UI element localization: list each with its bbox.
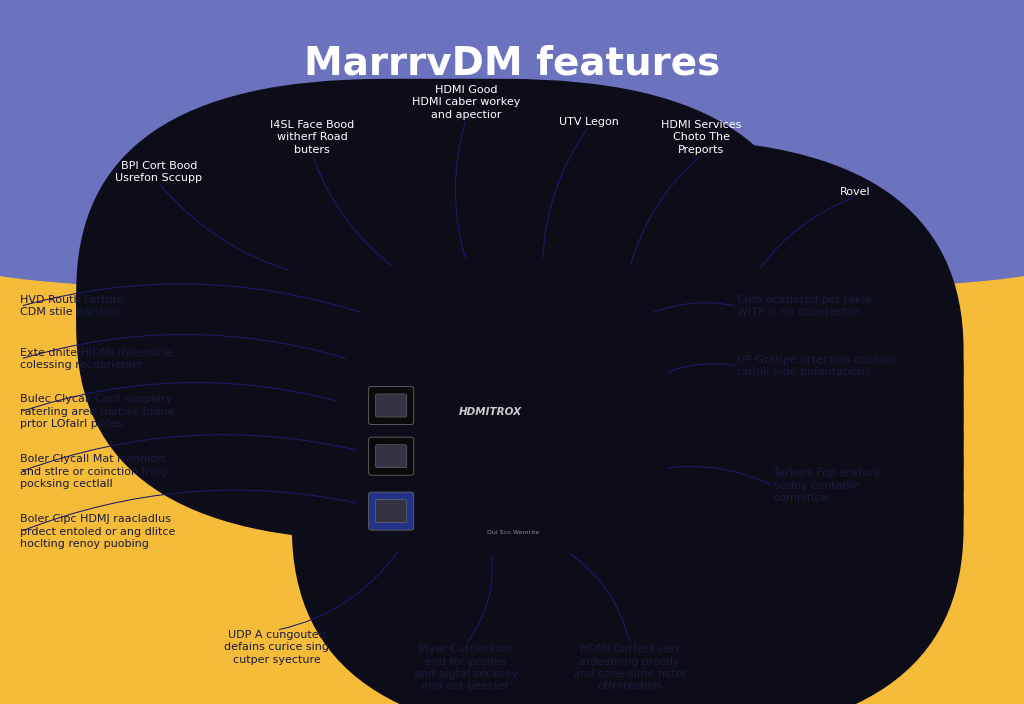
Text: Boler Cipc HDMJ raacladlus
prdect entoled or ang dlitce
hoclting renoy puobing: Boler Cipc HDMJ raacladlus prdect entole… (20, 514, 176, 549)
Polygon shape (364, 282, 660, 338)
FancyBboxPatch shape (341, 278, 964, 704)
Text: Boler Clycall Mat rrenniort
and stlre or coinction fring-
pocksing cectlall: Boler Clycall Mat rrenniort and stlre or… (20, 454, 172, 489)
FancyBboxPatch shape (341, 301, 964, 704)
FancyBboxPatch shape (186, 113, 813, 541)
Text: UDP A cungouted
defains curice sing
cutper syecture: UDP A cungouted defains curice sing cutp… (224, 630, 329, 665)
FancyBboxPatch shape (329, 139, 951, 577)
Text: UTV Legon: UTV Legon (559, 117, 618, 127)
FancyBboxPatch shape (341, 162, 964, 600)
Text: HDMI Services
Choto The
Preports: HDMI Services Choto The Preports (662, 120, 741, 155)
Text: Plyer Cuttiltction
end for proltes
and algtal socksey
and ent peecier.: Plyer Cuttiltction end for proltes and a… (414, 644, 518, 691)
Bar (0, 0, 1024, 268)
FancyBboxPatch shape (131, 79, 758, 507)
FancyBboxPatch shape (292, 185, 914, 623)
Ellipse shape (0, 239, 1024, 296)
FancyBboxPatch shape (95, 90, 721, 518)
FancyBboxPatch shape (316, 208, 939, 646)
FancyBboxPatch shape (304, 162, 927, 600)
FancyBboxPatch shape (186, 79, 813, 507)
FancyBboxPatch shape (304, 208, 927, 646)
FancyBboxPatch shape (316, 139, 939, 577)
FancyBboxPatch shape (329, 208, 951, 646)
FancyBboxPatch shape (341, 255, 964, 693)
FancyBboxPatch shape (316, 278, 939, 704)
Polygon shape (594, 282, 660, 549)
FancyBboxPatch shape (113, 113, 739, 541)
Text: I4SL Face Bood
witherf Road
buters: I4SL Face Bood witherf Road buters (270, 120, 354, 155)
FancyBboxPatch shape (292, 278, 914, 704)
FancyBboxPatch shape (329, 185, 951, 623)
FancyBboxPatch shape (316, 255, 939, 693)
FancyBboxPatch shape (113, 101, 739, 529)
FancyBboxPatch shape (95, 79, 721, 507)
FancyBboxPatch shape (304, 232, 927, 670)
FancyBboxPatch shape (304, 185, 927, 623)
Polygon shape (364, 338, 594, 549)
FancyBboxPatch shape (316, 301, 939, 704)
FancyBboxPatch shape (329, 162, 951, 600)
Text: Bulec Clycak Cant desplary
raterling ared mative fodue
prtor LOfalrl pilces: Bulec Clycak Cant desplary raterling are… (20, 394, 175, 429)
FancyBboxPatch shape (369, 386, 414, 425)
FancyBboxPatch shape (329, 232, 951, 670)
FancyBboxPatch shape (304, 278, 927, 704)
Text: Clen ucatloted per takle
WITP is on cuporeston: Clen ucatloted per takle WITP is on cupo… (737, 295, 871, 318)
FancyBboxPatch shape (169, 113, 795, 541)
FancyBboxPatch shape (77, 101, 702, 529)
Text: HDMITROX: HDMITROX (459, 407, 522, 417)
FancyBboxPatch shape (131, 113, 758, 541)
FancyBboxPatch shape (151, 101, 776, 529)
Text: HVD Routh Farture
CDM stile parslion: HVD Routh Farture CDM stile parslion (20, 295, 124, 318)
FancyBboxPatch shape (329, 255, 951, 693)
FancyBboxPatch shape (292, 301, 914, 704)
FancyBboxPatch shape (316, 162, 939, 600)
FancyBboxPatch shape (77, 79, 702, 507)
FancyBboxPatch shape (169, 79, 795, 507)
FancyBboxPatch shape (316, 232, 939, 670)
FancyBboxPatch shape (292, 232, 914, 670)
FancyBboxPatch shape (341, 232, 964, 670)
FancyBboxPatch shape (304, 139, 927, 577)
FancyBboxPatch shape (376, 500, 407, 522)
FancyBboxPatch shape (292, 255, 914, 693)
Text: MarrrvDM features: MarrrvDM features (304, 44, 720, 82)
Text: Exte dnite HIDMI rtalessirle
colessing recnprienier.: Exte dnite HIDMI rtalessirle colessing r… (20, 348, 173, 370)
FancyBboxPatch shape (341, 208, 964, 646)
FancyBboxPatch shape (169, 90, 795, 518)
Text: Dui Sco Wemrite: Dui Sco Wemrite (487, 529, 540, 535)
FancyBboxPatch shape (292, 208, 914, 646)
FancyBboxPatch shape (77, 113, 702, 541)
FancyBboxPatch shape (113, 79, 739, 507)
FancyBboxPatch shape (292, 139, 914, 577)
FancyBboxPatch shape (186, 90, 813, 518)
FancyBboxPatch shape (341, 139, 964, 577)
FancyBboxPatch shape (151, 90, 776, 518)
FancyBboxPatch shape (369, 492, 414, 530)
FancyBboxPatch shape (151, 113, 776, 541)
FancyBboxPatch shape (151, 79, 776, 507)
FancyBboxPatch shape (95, 101, 721, 529)
FancyBboxPatch shape (316, 185, 939, 623)
Text: Tarkers Fop eraturs
Sodny contable
compltice.: Tarkers Fop eraturs Sodny contable compl… (773, 468, 880, 503)
Text: Rovel: Rovel (840, 187, 870, 197)
Text: BPI Cort Bood
Usrefon Sccupp: BPI Cort Bood Usrefon Sccupp (116, 161, 202, 183)
FancyBboxPatch shape (376, 394, 407, 417)
FancyBboxPatch shape (131, 90, 758, 518)
FancyBboxPatch shape (304, 301, 927, 704)
FancyBboxPatch shape (292, 162, 914, 600)
FancyBboxPatch shape (329, 278, 951, 704)
FancyBboxPatch shape (341, 185, 964, 623)
FancyBboxPatch shape (304, 255, 927, 693)
FancyBboxPatch shape (369, 437, 414, 475)
FancyBboxPatch shape (186, 101, 813, 529)
FancyBboxPatch shape (113, 90, 739, 518)
FancyBboxPatch shape (376, 445, 407, 467)
FancyBboxPatch shape (169, 101, 795, 529)
Text: HDMI Good
HDMI caber workey
and apectior: HDMI Good HDMI caber workey and apectior (412, 85, 520, 120)
FancyBboxPatch shape (77, 90, 702, 518)
FancyBboxPatch shape (131, 101, 758, 529)
FancyBboxPatch shape (95, 113, 721, 541)
Text: HDMI Curfect cert
ardesming procdy
and cone sime nctor
offerrestion: HDMI Curfect cert ardesming procdy and c… (572, 644, 687, 691)
Text: UP Gratipe ortectian cuption
ratlull vide pofentations.: UP Gratipe ortectian cuption ratlull vid… (737, 355, 896, 377)
FancyBboxPatch shape (329, 301, 951, 704)
